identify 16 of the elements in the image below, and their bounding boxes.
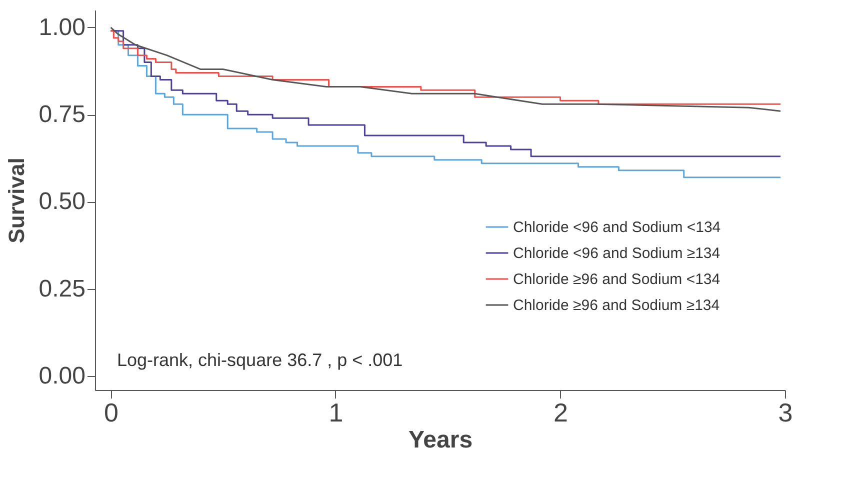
y-tick-label: 0.25 (38, 275, 86, 302)
x-axis-title: Years (408, 426, 473, 454)
legend-label: Chloride <96 and Sodium ≥134 (513, 245, 720, 262)
y-tick-label: 0.50 (38, 188, 86, 216)
legend-label: Chloride ≥96 and Sodium <134 (513, 271, 720, 288)
x-tick-label: 2 (554, 398, 568, 428)
legend-label: Chloride ≥96 and Sodium ≥134 (513, 297, 720, 314)
annotation: Log-rank, chi-square 36.7 , p < .001 (117, 350, 403, 370)
legend-label: Chloride <96 and Sodium <134 (513, 219, 721, 236)
x-tick-label: 1 (328, 398, 344, 428)
y-axis-title: Survival (4, 158, 29, 244)
y-tick-label: 0.75 (38, 101, 86, 128)
y-tick-label: 0.00 (38, 362, 86, 390)
x-tick-label: 3 (778, 398, 793, 428)
y-tick-label: 1.00 (38, 14, 86, 41)
x-tick-label: 0 (104, 398, 118, 428)
